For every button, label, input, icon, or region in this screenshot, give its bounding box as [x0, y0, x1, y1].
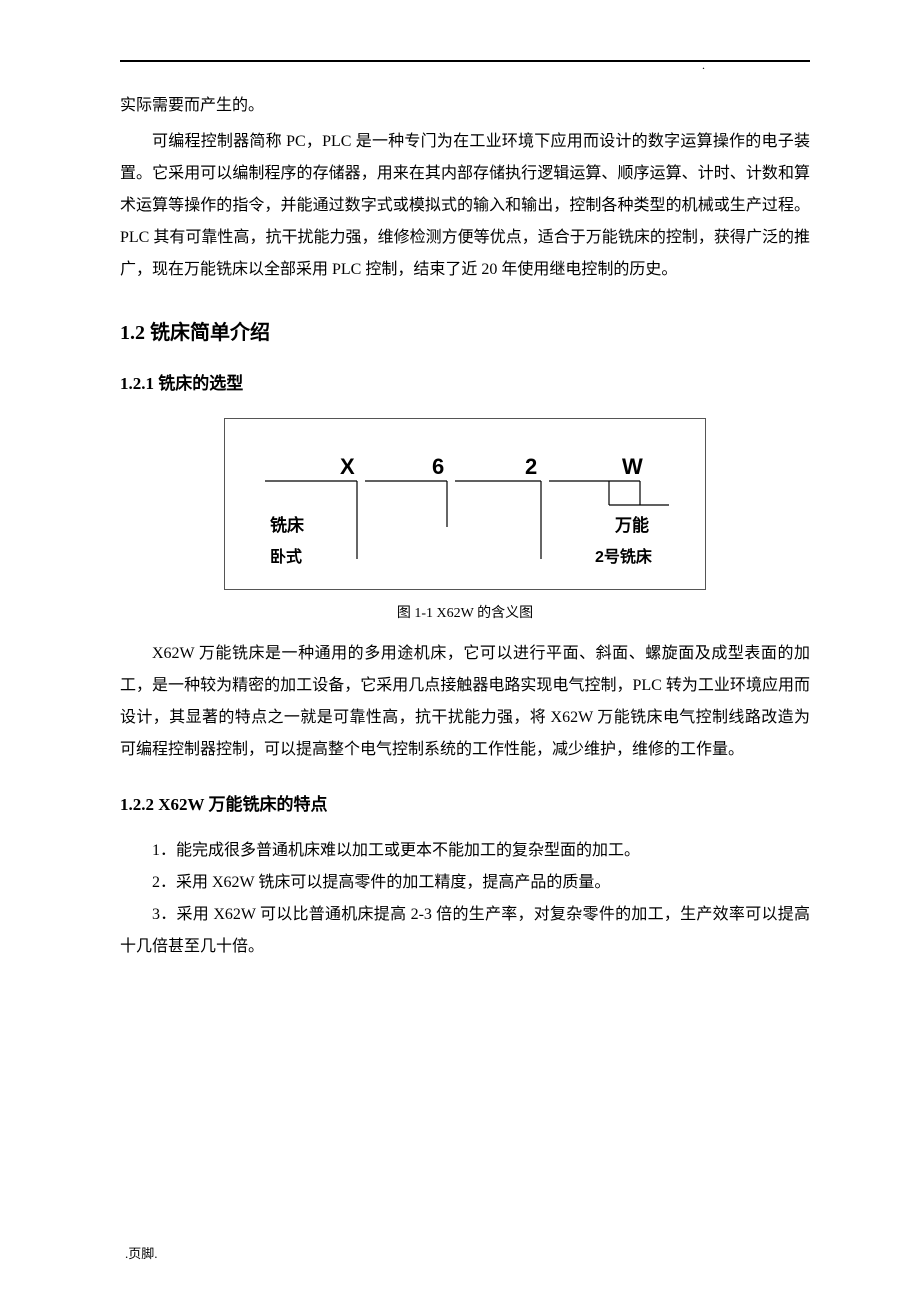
diagram-left-label: 铣床	[270, 511, 304, 536]
paragraph-continuation: 实际需要而产生的。	[120, 90, 810, 122]
diagram-right-label: 万能	[615, 511, 649, 536]
page-footer: .页脚.	[125, 1243, 158, 1262]
list-item: 2．采用 X62W 铣床可以提高零件的加工精度，提高产品的质量。	[120, 867, 810, 899]
x62w-diagram: X 6 2 W 铣床 卧式 万能 2号铣床	[224, 418, 706, 590]
paragraph: X62W 万能铣床是一种通用的多用途机床，它可以进行平面、斜面、螺旋面及成型表面…	[120, 638, 810, 766]
document-page: . 实际需要而产生的。 可编程控制器简称 PC，PLC 是一种专门为在工业环境下…	[0, 0, 920, 1302]
list-item: 3．采用 X62W 可以比普通机床提高 2-3 倍的生产率，对复杂零件的加工，生…	[120, 899, 810, 963]
diagram-letter-x: X	[340, 454, 355, 480]
diagram-letter-2: 2	[525, 454, 537, 480]
diagram-letter-w: W	[622, 454, 643, 480]
top-rule	[120, 60, 810, 62]
diagram-letter-6: 6	[432, 454, 444, 480]
heading-3: 1.2.1 铣床的选型	[120, 369, 810, 394]
list-item: 1．能完成很多普通机床难以加工或更本不能加工的复杂型面的加工。	[120, 835, 810, 867]
paragraph: 可编程控制器简称 PC，PLC 是一种专门为在工业环境下应用而设计的数字运算操作…	[120, 126, 810, 286]
diagram-left-sub: 卧式	[270, 543, 302, 567]
heading-3: 1.2.2 X62W 万能铣床的特点	[120, 790, 810, 815]
diagram-right-sub: 2号铣床	[595, 543, 652, 567]
diagram-wrapper: X 6 2 W 铣床 卧式 万能 2号铣床	[120, 418, 810, 590]
figure-caption: 图 1-1 X62W 的含义图	[120, 602, 810, 622]
top-dot: .	[702, 58, 705, 73]
heading-2: 1.2 铣床简单介绍	[120, 316, 810, 345]
